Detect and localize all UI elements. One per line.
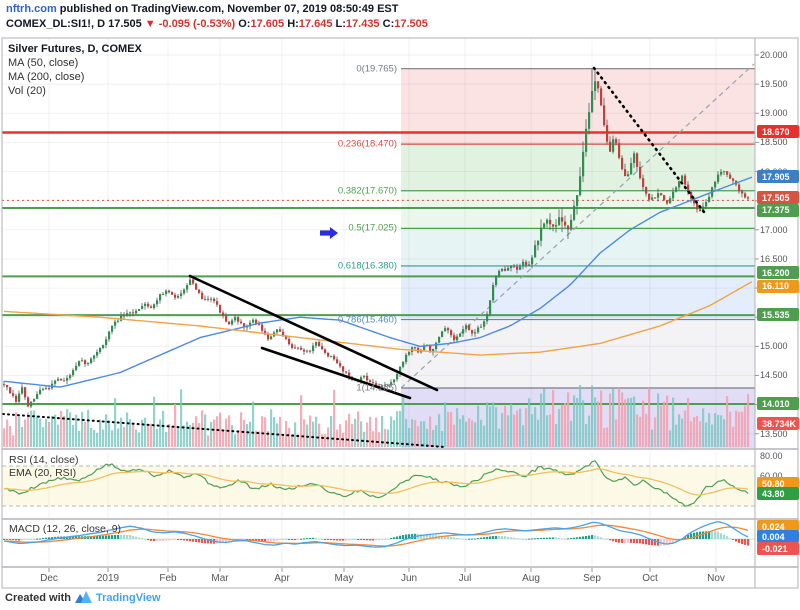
publish-line: nftrh.com published on TradingView.com, … xyxy=(6,3,398,15)
rsi-axis-label: 80.00 xyxy=(760,451,783,461)
price-axis-badge: 17.505 xyxy=(757,191,799,205)
close-value: 17.505 xyxy=(394,18,428,30)
close-label: C: xyxy=(382,18,395,30)
time-axis-label: Jun xyxy=(400,573,418,584)
price-axis-badge: 38.734K xyxy=(757,417,800,430)
rsi-pane-legend: RSI (14, close) EMA (20, RSI) xyxy=(9,454,78,480)
macd-axis-badge: 0.004 xyxy=(757,530,799,543)
price-axis-badge: 17.375 xyxy=(757,203,799,217)
time-axis-label: Nov xyxy=(707,573,725,584)
price-axis-badge: 16.110 xyxy=(757,279,799,293)
price-axis-badge: 16.200 xyxy=(757,266,799,280)
low-value: 17.435 xyxy=(345,18,380,30)
low-label: L: xyxy=(335,18,346,30)
rsi-title[interactable]: RSI (14, close) xyxy=(9,454,79,466)
time-axis-label: Sep xyxy=(583,573,601,584)
legend-ma200[interactable]: MA (200, close) xyxy=(8,71,85,83)
macd-title[interactable]: MACD (12, 26, close, 9) xyxy=(9,523,122,535)
time-axis-label: May xyxy=(334,573,354,584)
tradingview-brand-link[interactable]: TradingView xyxy=(96,591,161,604)
high-label: H: xyxy=(287,18,299,30)
created-with-text: Created with xyxy=(5,591,72,604)
price-axis-label: 19.000 xyxy=(760,108,788,119)
fib-level-label: 0.236(18.470) xyxy=(337,138,397,150)
macd-axis-badge: 0.024 xyxy=(757,520,799,533)
time-axis-label: 2019 xyxy=(96,573,120,584)
price-axis-label: 13.500 xyxy=(760,428,788,439)
macd-axis-badge: -0.021 xyxy=(757,542,799,555)
fib-level-label: 0.382(17.670) xyxy=(337,185,397,197)
price-axis-badge: 18.670 xyxy=(757,125,799,139)
price-axis-label: 19.500 xyxy=(760,79,788,90)
time-axis-label: Jul xyxy=(458,573,472,584)
symbol-line: COMEX_DL:SI1!, D 17.505 ▼ -0.095 (-0.53%… xyxy=(6,18,428,30)
time-axis-label: Apr xyxy=(274,573,290,584)
legend-ma50[interactable]: MA (50, close) xyxy=(8,57,79,69)
time-axis-label: Dec xyxy=(40,573,58,584)
rsi-axis-badge: 43.80 xyxy=(757,487,799,501)
open-label: O: xyxy=(238,18,251,30)
price-axis-label: 15.000 xyxy=(760,341,788,352)
last-price: 17.505 xyxy=(108,18,142,30)
publish-text: published on TradingView.com, November 0… xyxy=(56,3,399,15)
time-axis-label: Aug xyxy=(522,573,540,584)
rsi-ema-title[interactable]: EMA (20, RSI) xyxy=(9,467,77,479)
price-axis-label: 17.000 xyxy=(760,224,788,235)
price-axis-label: 14.500 xyxy=(760,370,788,381)
rsi-axis-badge: 50.80 xyxy=(757,477,799,491)
site-link[interactable]: nftrh.com xyxy=(6,3,57,15)
fib-level-label: 0.5(17.025) xyxy=(348,222,397,234)
fib-level-label: 0.786(15.460) xyxy=(337,314,397,326)
footer-attribution: Created with TradingView xyxy=(5,591,161,604)
price-axis-badge: 17.905 xyxy=(757,170,799,184)
price-axis-badge: 14.010 xyxy=(757,397,799,411)
high-value: 17.645 xyxy=(298,18,333,30)
open-value: 17.605 xyxy=(250,18,285,30)
price-axis-label: 18.500 xyxy=(760,137,788,148)
rsi-axis-label: 60.00 xyxy=(760,471,783,481)
legend-title[interactable]: Silver Futures, D, COMEX xyxy=(8,43,142,55)
legend-vol[interactable]: Vol (20) xyxy=(8,85,46,97)
price-axis-label: 20.000 xyxy=(760,50,788,60)
fib-level-label: 1(14.285) xyxy=(356,382,397,394)
price-axis-label: 16.500 xyxy=(760,253,788,264)
fib-level-label: 0.618(16.380) xyxy=(337,260,397,272)
price-change: ▼ -0.095 (-0.53%) xyxy=(144,18,236,30)
time-axis-label: Feb xyxy=(159,573,177,584)
macd-pane-legend: MACD (12, 26, close, 9) xyxy=(9,523,121,536)
symbol-name[interactable]: COMEX_DL:SI1!, D xyxy=(6,18,106,30)
time-axis-label: Mar xyxy=(211,573,229,584)
tradingview-logo-icon[interactable] xyxy=(75,591,93,604)
time-axis-label: Oct xyxy=(642,573,658,584)
price-axis-badge: 15.535 xyxy=(757,308,799,322)
legend: Silver Futures, D, COMEX MA (50, close) … xyxy=(8,42,142,98)
fib-level-label: 0(19.765) xyxy=(356,63,397,75)
